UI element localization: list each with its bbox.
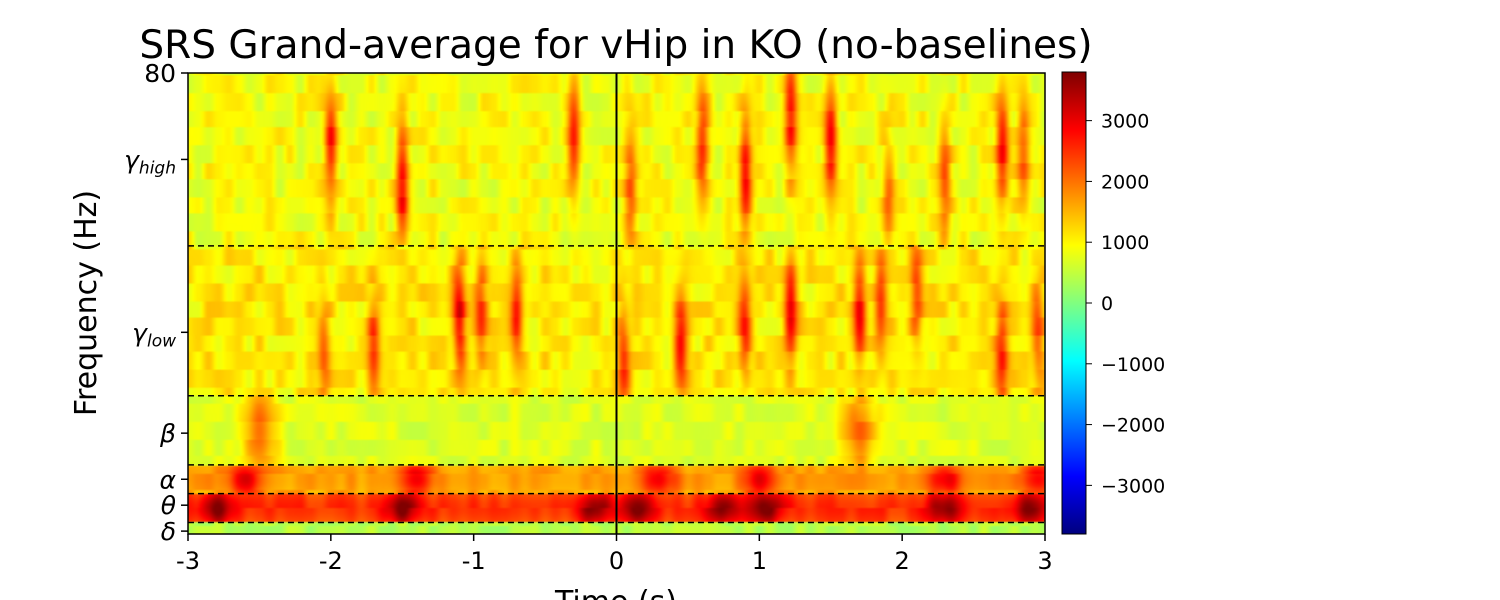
- x-tick-label: -1: [462, 547, 486, 575]
- x-tick-label: -2: [319, 547, 343, 575]
- colorbar-gradient: [1061, 71, 1087, 535]
- y-tick-label: β: [159, 419, 176, 448]
- y-tick-label: θ: [161, 491, 176, 520]
- colorbar-tick-label: 1000: [1101, 232, 1149, 254]
- y-tick-label: 80: [144, 59, 176, 88]
- x-tick-label: 2: [895, 547, 910, 575]
- colorbar-tick-label: −1000: [1101, 354, 1165, 376]
- band-boundary-lines: [188, 245, 1045, 524]
- x-tick-label: 0: [609, 547, 624, 575]
- colorbar-tick-label: −2000: [1101, 415, 1165, 437]
- plot-area: [187, 72, 1046, 535]
- y-tick-label: δ: [161, 517, 176, 546]
- x-tick-label: 1: [752, 547, 767, 575]
- colorbar-tick-label: 3000: [1101, 111, 1149, 133]
- y-tick-label: γlow: [132, 318, 176, 351]
- colorbar: 3000 2000 1000 0 −1000 −2000 −3000: [1061, 71, 1165, 535]
- y-tick-label: γhigh: [124, 145, 176, 178]
- colorbar-tick-label: −3000: [1101, 475, 1165, 497]
- y-tick-label: α: [160, 465, 177, 494]
- x-axis-label: Time (s): [554, 585, 677, 600]
- x-tick-label: 3: [1037, 547, 1052, 575]
- colorbar-ticks: 3000 2000 1000 0 −1000 −2000 −3000: [1086, 111, 1165, 497]
- chart-title: SRS Grand-average for vHip in KO (no-bas…: [139, 23, 1092, 68]
- x-axis: -3 -2 -1 0 1 2 3: [176, 534, 1053, 575]
- colorbar-tick-label: 0: [1101, 293, 1113, 315]
- y-axis-label: Frequency (Hz): [69, 190, 104, 416]
- x-tick-label: -3: [176, 547, 200, 575]
- colorbar-tick-label: 2000: [1101, 171, 1149, 193]
